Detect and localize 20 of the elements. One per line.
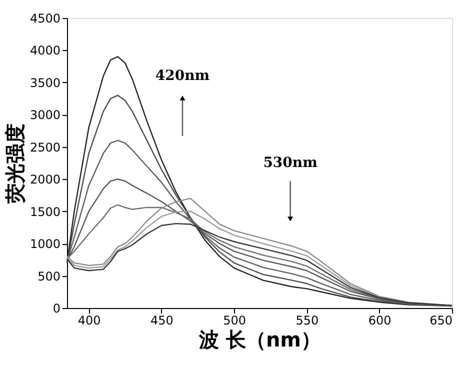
x-tick-label: 450 — [150, 314, 174, 328]
x-tick-label: 550 — [296, 314, 319, 328]
y-tick-label: 4500 — [30, 12, 60, 26]
annotation: 420nm — [155, 68, 210, 84]
x-axis-title: 波 长（nm） — [198, 328, 322, 352]
y-tick-label: 1000 — [30, 237, 60, 252]
y-tick-label: 2000 — [30, 172, 60, 187]
x-tick-label: 500 — [223, 314, 246, 328]
y-tick-label: 0 — [52, 302, 60, 316]
y-tick-label: 3000 — [30, 108, 60, 122]
y-axis-title: 荧光强度 — [2, 124, 27, 204]
y-tick-label: 2500 — [30, 140, 60, 154]
y-tick-label: 500 — [38, 269, 60, 284]
y-tick-label: 4000 — [30, 44, 60, 58]
x-tick-label: 600 — [368, 314, 392, 328]
annotation: 530nm — [263, 155, 318, 171]
x-tick-label: 650 — [430, 314, 452, 328]
x-tick-label: 400 — [78, 314, 101, 328]
y-tick-label: 1500 — [30, 204, 60, 219]
y-tick-label: 3500 — [30, 76, 60, 90]
